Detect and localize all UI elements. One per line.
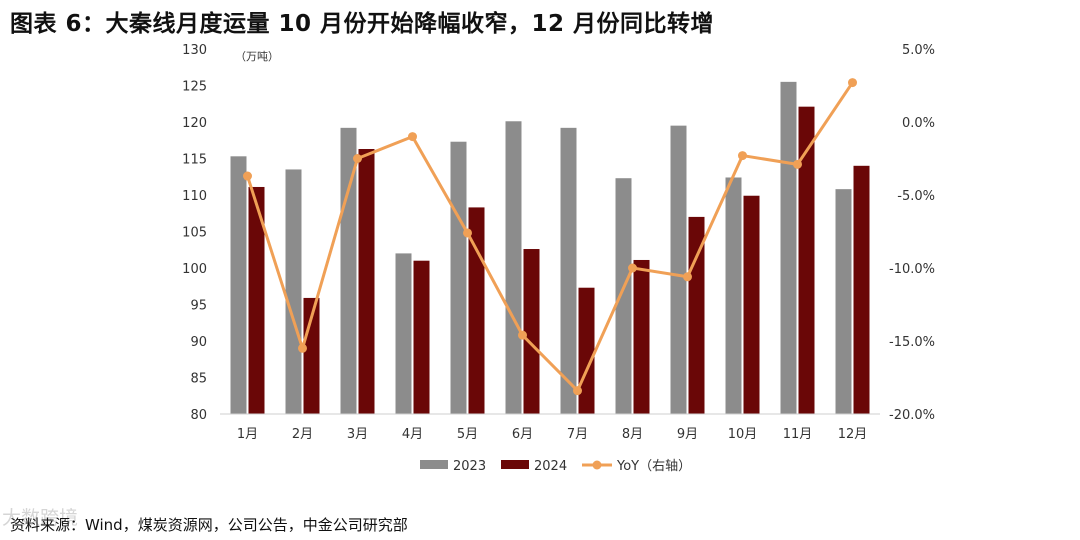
legend-label-yoy: YoY（右轴） (616, 459, 691, 474)
left-tick-label: 80 (190, 408, 207, 423)
yoy-point (683, 272, 692, 282)
x-tick-label: 6月 (512, 427, 533, 442)
yoy-point (408, 132, 417, 142)
x-tick-label: 4月 (402, 427, 423, 442)
left-tick-label: 85 (190, 372, 207, 387)
watermark: 大数跨境 (2, 507, 79, 529)
x-tick-label: 12月 (838, 427, 868, 442)
bar-2024 (578, 287, 595, 414)
bar-2023 (835, 189, 852, 414)
left-tick-label: 120 (182, 116, 207, 131)
yoy-point (518, 330, 527, 340)
yoy-point (298, 343, 307, 353)
source-note: 资料来源：Wind，煤炭资源网，公司公告，中金公司研究部 (10, 516, 408, 534)
right-tick-label: -15.0% (889, 335, 935, 350)
yoy-point (353, 154, 362, 163)
bar-2023 (230, 156, 247, 414)
x-tick-label: 3月 (347, 427, 368, 442)
yoy-point (793, 159, 802, 169)
x-tick-label: 9月 (677, 427, 698, 442)
left-axis-ticks: 80 85 90 95 100 105 110 115 120 125 130 (182, 43, 207, 423)
x-tick-label: 1月 (237, 427, 258, 442)
bar-2024 (523, 249, 540, 414)
bar-2023 (285, 169, 302, 414)
yoy-line (246, 81, 854, 393)
right-tick-label: -5.0% (897, 189, 935, 204)
bar-2024 (798, 106, 815, 415)
left-tick-label: 90 (190, 335, 207, 350)
bar-2024 (743, 195, 760, 414)
left-tick-label: 130 (182, 43, 207, 58)
right-tick-label: 0.0% (902, 116, 935, 131)
yoy-point (243, 171, 252, 181)
yoy-point (738, 151, 747, 161)
chart-title: 图表 6：大秦线月度运量 10 月份开始降幅收窄，12 月份同比转增 (10, 11, 715, 37)
right-tick-label: -20.0% (889, 408, 935, 423)
bar-series (230, 81, 870, 415)
yoy-point (848, 78, 857, 88)
left-axis-unit-label: （万吨） (235, 50, 279, 63)
bar-2023 (505, 121, 522, 415)
bar-2023 (615, 178, 632, 414)
left-tick-label: 95 (190, 299, 207, 314)
left-tick-label: 115 (182, 153, 207, 168)
bar-2023 (725, 177, 742, 414)
right-axis-ticks: 5.0% 0.0% -5.0% -10.0% -15.0% -20.0% (889, 43, 935, 423)
left-tick-label: 110 (182, 189, 207, 204)
x-tick-label: 2月 (292, 427, 313, 442)
bar-2024 (248, 186, 265, 414)
x-tick-label: 8月 (622, 427, 643, 442)
bar-2024 (413, 260, 430, 414)
legend-swatch-2024 (501, 460, 529, 469)
bar-2023 (670, 125, 687, 415)
yoy-point (463, 228, 472, 238)
combo-chart: 80 85 90 95 100 105 110 115 120 125 130 5.0% 0.0% -5… (182, 43, 935, 474)
bar-2024 (358, 149, 375, 414)
x-axis-labels: 1月 2月 3月 4月 5月 6月 7月 8月 9月 10月 11月 12月 (237, 427, 867, 442)
right-tick-label: -10.0% (889, 262, 935, 277)
left-tick-label: 105 (182, 226, 207, 241)
x-tick-label: 5月 (457, 427, 478, 442)
bar-2024 (853, 165, 870, 414)
bar-2023 (395, 253, 412, 414)
bar-2024 (633, 259, 650, 414)
legend: 2023 2024 YoY（右轴） (420, 459, 691, 474)
x-tick-label: 7月 (567, 427, 588, 442)
right-tick-label: 5.0% (902, 43, 935, 58)
legend-swatch-yoy-marker (592, 460, 602, 470)
yoy-point (573, 386, 582, 396)
yoy-line-series (243, 78, 857, 396)
bar-2023 (450, 141, 467, 414)
left-tick-label: 125 (182, 80, 207, 95)
legend-label-2024: 2024 (534, 459, 567, 474)
x-tick-label: 11月 (783, 427, 813, 442)
yoy-point (628, 263, 637, 273)
left-tick-label: 100 (182, 262, 207, 277)
legend-swatch-2023 (420, 460, 448, 469)
bar-2023 (560, 127, 577, 414)
x-tick-label: 10月 (728, 427, 758, 442)
legend-label-2023: 2023 (453, 459, 486, 474)
bar-2023 (780, 81, 797, 414)
